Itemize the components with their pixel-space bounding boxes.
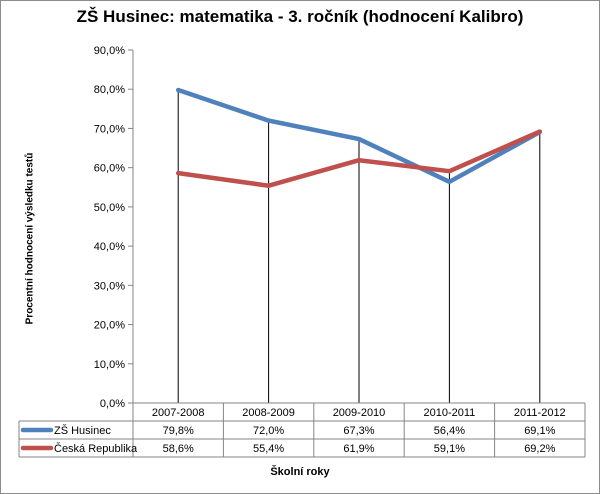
y-tick-label: 30,0% [94,280,125,292]
x-tick-label: 2007-2008 [152,407,205,419]
legend-label: ZŠ Husinec [54,424,111,437]
y-tick-label: 20,0% [94,320,125,332]
y-tick-label: 10,0% [94,359,125,371]
y-tick-label: 50,0% [94,202,125,214]
chart-title: ZŠ Husinec: matematika - 3. ročník (hodn… [76,7,524,26]
y-tick-label: 40,0% [94,241,125,253]
y-tick-label: 90,0% [94,45,125,57]
x-axis-label: Školní roky [270,466,330,478]
x-tick-label: 2008-2009 [242,407,295,419]
y-tick-label: 60,0% [94,163,125,175]
series-line-1 [175,87,543,185]
data-label: 58,6% [163,443,194,455]
data-label: 61,9% [343,443,374,455]
legend-label: Česká Republika [54,442,138,455]
data-label: 79,8% [163,425,194,437]
data-label: 69,2% [524,443,555,455]
data-label: 67,3% [343,425,374,437]
data-label: 69,1% [524,425,555,437]
data-label: 59,1% [434,443,465,455]
y-tick-label: 70,0% [94,123,125,135]
y-tick-label: 80,0% [94,84,125,96]
x-tick-label: 2011-2012 [514,407,566,419]
x-tick-label: 2010-2011 [424,407,476,419]
data-label: 72,0% [253,425,284,437]
x-tick-label: 2009-2010 [333,407,386,419]
series-line-2 [175,129,543,188]
y-tick-label: 0,0% [100,398,125,410]
data-label: 56,4% [434,425,465,437]
data-label: 55,4% [253,443,284,455]
